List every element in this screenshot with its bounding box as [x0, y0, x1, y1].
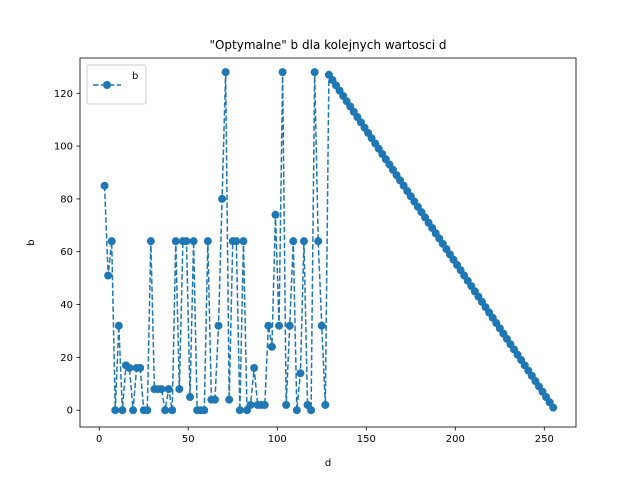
data-point [175, 385, 184, 394]
data-point [250, 363, 259, 372]
legend-box [86, 64, 147, 105]
y-tick-label: 60 [60, 247, 73, 258]
data-point [146, 237, 155, 246]
data-point [125, 363, 134, 372]
y-tick-label: 80 [60, 194, 73, 205]
data-point [210, 395, 219, 404]
data-point [100, 181, 109, 190]
x-tick-label: 50 [182, 434, 195, 445]
data-point [136, 363, 145, 372]
data-point [317, 321, 326, 330]
legend-marker [103, 81, 111, 89]
data-point [118, 406, 127, 415]
data-point [221, 68, 230, 77]
data-point [104, 271, 113, 280]
data-point [225, 395, 234, 404]
data-point [168, 406, 177, 415]
plot-area [100, 68, 558, 415]
data-point [129, 406, 138, 415]
data-point [282, 400, 291, 409]
data-point [161, 406, 170, 415]
data-point [292, 406, 301, 415]
data-point [189, 237, 198, 246]
y-tick-label: 0 [67, 406, 73, 417]
data-point [157, 385, 166, 394]
data-point [264, 321, 273, 330]
data-point [321, 400, 330, 409]
y-tick-label: 100 [54, 142, 73, 153]
y-tick-label: 40 [60, 300, 73, 311]
data-point [299, 237, 308, 246]
data-point [310, 68, 319, 77]
data-point [235, 406, 244, 415]
data-point [285, 321, 294, 330]
data-point [232, 237, 241, 246]
data-point [296, 369, 305, 378]
y-tick-label: 120 [54, 89, 73, 100]
data-point [186, 393, 195, 402]
x-tick-label: 250 [535, 434, 554, 445]
data-point [307, 406, 316, 415]
data-point [111, 406, 120, 415]
data-point [246, 400, 255, 409]
legend-label-b: b [132, 71, 138, 82]
data-point [107, 237, 116, 246]
data-point [171, 237, 180, 246]
data-point [200, 406, 209, 415]
x-axis-label: d [325, 458, 331, 469]
data-point [218, 194, 227, 203]
data-point [239, 237, 248, 246]
axes-frame [79, 57, 577, 428]
data-point [271, 210, 280, 219]
x-tick-label: 150 [357, 434, 376, 445]
data-point [164, 385, 173, 394]
x-tick-label: 200 [446, 434, 465, 445]
data-point [203, 237, 212, 246]
data-point [214, 321, 223, 330]
y-tick-label: 20 [60, 353, 73, 364]
axes: 0 50 100 150 200 250 0 20 40 60 80 100 120 [54, 89, 554, 445]
data-point [182, 237, 191, 246]
data-point [260, 400, 269, 409]
legend: b [86, 64, 147, 105]
chart-title: "Optymalne" b dla kolejnych wartosci d [209, 38, 446, 52]
data-point [289, 237, 298, 246]
data-point [267, 342, 276, 351]
data-point [278, 68, 287, 77]
data-point [549, 403, 558, 412]
x-tick-label: 0 [96, 434, 102, 445]
y-axis-label: b [26, 239, 37, 245]
data-point [114, 321, 123, 330]
x-tick-label: 100 [268, 434, 287, 445]
data-point [143, 406, 152, 415]
data-point [314, 237, 323, 246]
data-point [275, 321, 284, 330]
